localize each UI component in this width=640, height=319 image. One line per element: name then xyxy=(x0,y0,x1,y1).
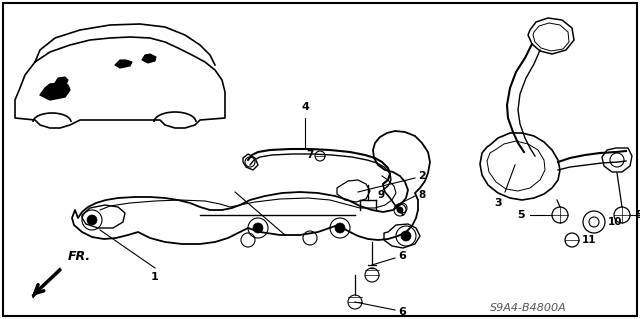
Polygon shape xyxy=(55,77,68,86)
Polygon shape xyxy=(142,54,156,63)
Circle shape xyxy=(397,207,403,213)
Text: FR.: FR. xyxy=(68,250,91,263)
Text: 9: 9 xyxy=(378,190,385,200)
Text: 10: 10 xyxy=(608,217,623,227)
Text: 6: 6 xyxy=(398,251,406,261)
Text: 11: 11 xyxy=(582,235,596,245)
Text: 8: 8 xyxy=(418,190,425,200)
Polygon shape xyxy=(115,60,132,68)
Polygon shape xyxy=(32,268,60,298)
Circle shape xyxy=(335,223,345,233)
Text: 5: 5 xyxy=(635,210,640,220)
Text: S9A4-B4800A: S9A4-B4800A xyxy=(490,303,567,313)
Circle shape xyxy=(87,215,97,225)
Circle shape xyxy=(253,223,263,233)
Text: 1: 1 xyxy=(151,272,159,282)
Text: 6: 6 xyxy=(398,307,406,317)
Text: 7: 7 xyxy=(307,150,314,160)
Text: 4: 4 xyxy=(301,102,309,112)
Text: 2: 2 xyxy=(418,171,426,181)
Circle shape xyxy=(401,231,411,241)
Text: 5: 5 xyxy=(517,210,525,220)
Text: 3: 3 xyxy=(494,198,502,208)
Polygon shape xyxy=(40,83,70,100)
